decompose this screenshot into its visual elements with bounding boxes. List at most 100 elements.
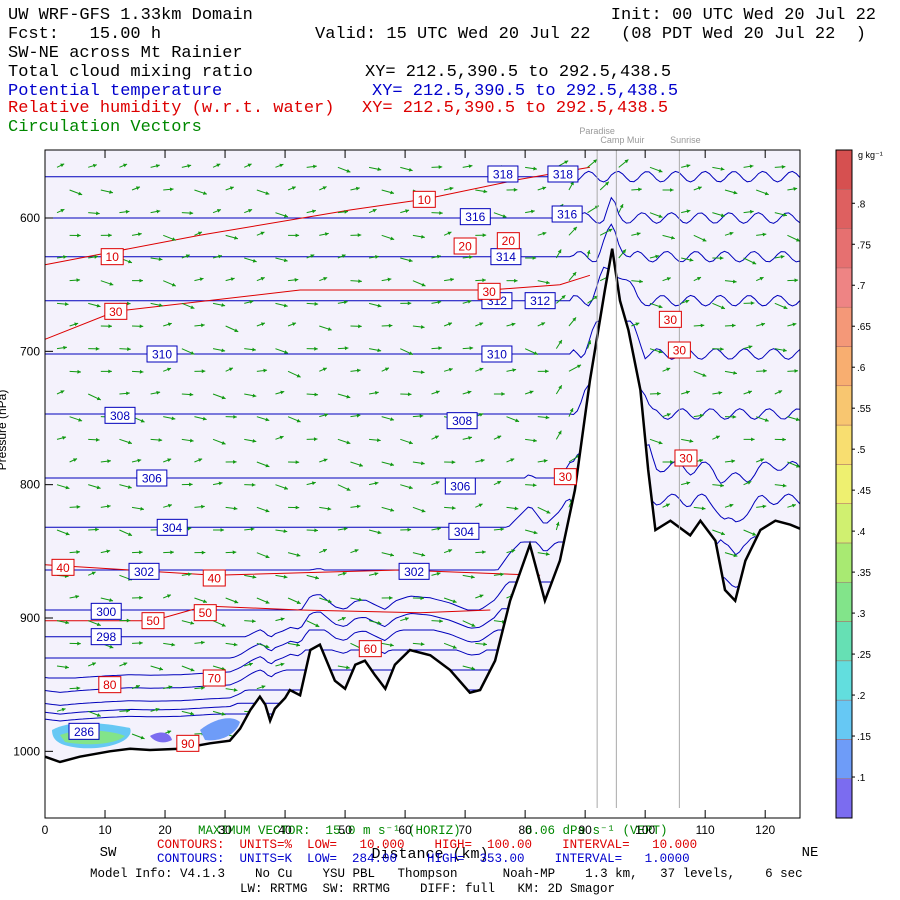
wind-vector-head — [569, 408, 574, 413]
wind-vector-head — [355, 186, 360, 191]
wind-vector-head — [96, 303, 101, 308]
wind-vector-head — [108, 324, 112, 329]
wind-vector-head — [761, 322, 766, 327]
wind-vector-head — [123, 163, 128, 168]
wind-vector-head — [577, 364, 582, 369]
wind-vector-head — [435, 390, 440, 395]
wind-vector-head — [139, 324, 144, 329]
theta-label: 318 — [493, 168, 513, 182]
wind-vector-head — [221, 623, 226, 627]
wind-vector-head — [327, 327, 332, 331]
colorbar-tick-label: .35 — [857, 568, 871, 579]
colorbar-swatch — [835, 581, 853, 622]
colorbar-swatch — [835, 385, 853, 426]
wind-vector-head — [127, 440, 132, 445]
wind-vector-head — [221, 303, 226, 307]
station-label: Camp Muir — [600, 135, 644, 145]
wind-vector-head — [420, 325, 425, 329]
wind-vector-head — [233, 506, 238, 511]
wind-vector-head — [77, 233, 81, 238]
wind-vector-head — [421, 508, 426, 513]
wind-vector-head — [407, 392, 412, 397]
rh-label: 40 — [208, 572, 222, 586]
wind-vector-head — [356, 413, 361, 418]
wind-vector-head — [747, 390, 752, 395]
wind-vector-head — [295, 233, 300, 238]
wind-vector-head — [781, 164, 786, 169]
wind-vector-head — [794, 278, 799, 283]
wind-vector-head — [358, 597, 363, 602]
wind-vector-head — [604, 181, 609, 186]
rh-label-box — [98, 676, 122, 694]
theta-label-box — [68, 722, 100, 740]
y-tick-label: 700 — [20, 344, 40, 358]
wind-vector-head — [234, 599, 239, 604]
wind-vector-head — [500, 572, 504, 577]
wind-vector-head — [733, 190, 738, 195]
wind-vector-head — [170, 550, 174, 555]
rh-label-box — [202, 569, 226, 587]
theta-label: 286 — [74, 725, 94, 739]
wind-vector-head — [284, 486, 288, 490]
theta-label: 306 — [450, 480, 470, 494]
wind-vector-head — [343, 300, 348, 305]
wind-vector-head — [252, 575, 257, 579]
wind-vector-head — [218, 481, 223, 486]
wind-vector-head — [533, 166, 537, 171]
wind-vector-head — [190, 667, 195, 672]
wind-vector-head — [327, 506, 332, 511]
wind-vector-head — [65, 485, 70, 490]
theta-label: 302 — [134, 565, 154, 579]
rh-label: 20 — [502, 234, 516, 248]
rh-label-box — [141, 612, 165, 630]
wind-vector-head — [248, 662, 253, 667]
field-theta-xy: XY= 212.5,390.5 to 292.5,438.5 — [372, 82, 678, 101]
rh-label-box — [658, 310, 682, 328]
wind-vector-head — [437, 526, 441, 531]
field-theta: Potential temperature — [8, 82, 222, 101]
wind-vector-head — [543, 459, 548, 463]
wind-vector-head — [137, 232, 142, 237]
wind-vector-head — [435, 481, 440, 485]
wind-vector-head — [469, 255, 473, 260]
wind-vector-head — [471, 623, 476, 627]
field-vectors: Circulation Vectors — [8, 118, 202, 137]
theta-label: 310 — [152, 348, 172, 362]
wind-vector-head — [189, 211, 194, 215]
wind-vector-head — [658, 304, 663, 309]
wind-vector-head — [200, 323, 205, 328]
wind-vector-head — [529, 390, 534, 395]
theta-label-box — [90, 602, 122, 620]
wind-vector-head — [315, 575, 319, 580]
rh-label: 40 — [56, 561, 70, 575]
wind-vector-head — [96, 713, 101, 717]
wind-vector-head — [720, 531, 725, 536]
wind-vector-head — [639, 279, 643, 284]
cloud-patch — [200, 718, 240, 741]
wind-vector-head — [252, 393, 257, 398]
theta-label: 308 — [110, 409, 130, 423]
wind-vector-head — [156, 390, 161, 395]
wind-vector-head — [699, 458, 704, 463]
wind-vector-head — [763, 369, 767, 373]
wind-vector-head — [467, 299, 472, 304]
wind-vector-head — [655, 254, 660, 259]
wind-vector-head — [171, 642, 176, 647]
wind-vector-head — [167, 367, 172, 372]
cloud-patch — [150, 732, 172, 743]
colorbar-tick-label: .55 — [857, 404, 871, 415]
wind-vector-head — [252, 439, 257, 443]
wind-vector-head — [699, 413, 704, 418]
rh-label: 30 — [664, 313, 678, 327]
wind-vector-head — [260, 277, 265, 281]
wind-vector-head — [77, 641, 81, 646]
wind-vector-head — [296, 418, 301, 423]
wind-vector-head — [782, 437, 786, 442]
rh-label: 30 — [679, 452, 693, 466]
wind-vector-head — [448, 549, 453, 553]
y-tick-label: 900 — [20, 611, 40, 625]
wind-vector-head — [670, 188, 674, 192]
wind-vector-head — [546, 510, 551, 514]
theta-label-box — [156, 518, 188, 536]
